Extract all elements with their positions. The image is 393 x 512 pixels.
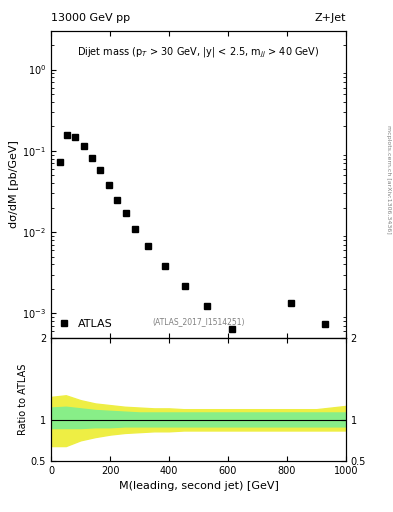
ATLAS: [146, 243, 151, 249]
Text: Z+Jet: Z+Jet: [314, 13, 346, 23]
ATLAS: [205, 303, 210, 309]
ATLAS: [162, 263, 167, 269]
X-axis label: M(leading, second jet) [GeV]: M(leading, second jet) [GeV]: [119, 481, 278, 491]
Y-axis label: dσ/dM [pb/GeV]: dσ/dM [pb/GeV]: [9, 140, 20, 228]
Text: Dijet mass (p$_T$ > 30 GeV, |y| < 2.5, m$_{jj}$ > 40 GeV): Dijet mass (p$_T$ > 30 GeV, |y| < 2.5, m…: [77, 46, 320, 60]
ATLAS: [124, 210, 129, 217]
ATLAS: [81, 143, 86, 149]
ATLAS: [230, 326, 235, 332]
Text: mcplots.cern.ch [arXiv:1306.3436]: mcplots.cern.ch [arXiv:1306.3436]: [386, 125, 391, 233]
ATLAS: [133, 226, 138, 232]
ATLAS: [97, 167, 102, 173]
ATLAS: [72, 134, 77, 140]
ATLAS: [183, 283, 187, 289]
ATLAS: [90, 155, 95, 161]
ATLAS: [58, 159, 62, 165]
Text: 13000 GeV pp: 13000 GeV pp: [51, 13, 130, 23]
ATLAS: [115, 197, 120, 203]
ATLAS: [106, 182, 111, 188]
Line: ATLAS: ATLAS: [57, 133, 328, 361]
ATLAS: [289, 300, 294, 306]
ATLAS: [65, 132, 70, 138]
Text: (ATLAS_2017_I1514251): (ATLAS_2017_I1514251): [152, 316, 245, 326]
ATLAS: [323, 321, 328, 327]
Legend: ATLAS: ATLAS: [57, 316, 116, 332]
Y-axis label: Ratio to ATLAS: Ratio to ATLAS: [18, 364, 28, 435]
ATLAS: [258, 355, 263, 361]
